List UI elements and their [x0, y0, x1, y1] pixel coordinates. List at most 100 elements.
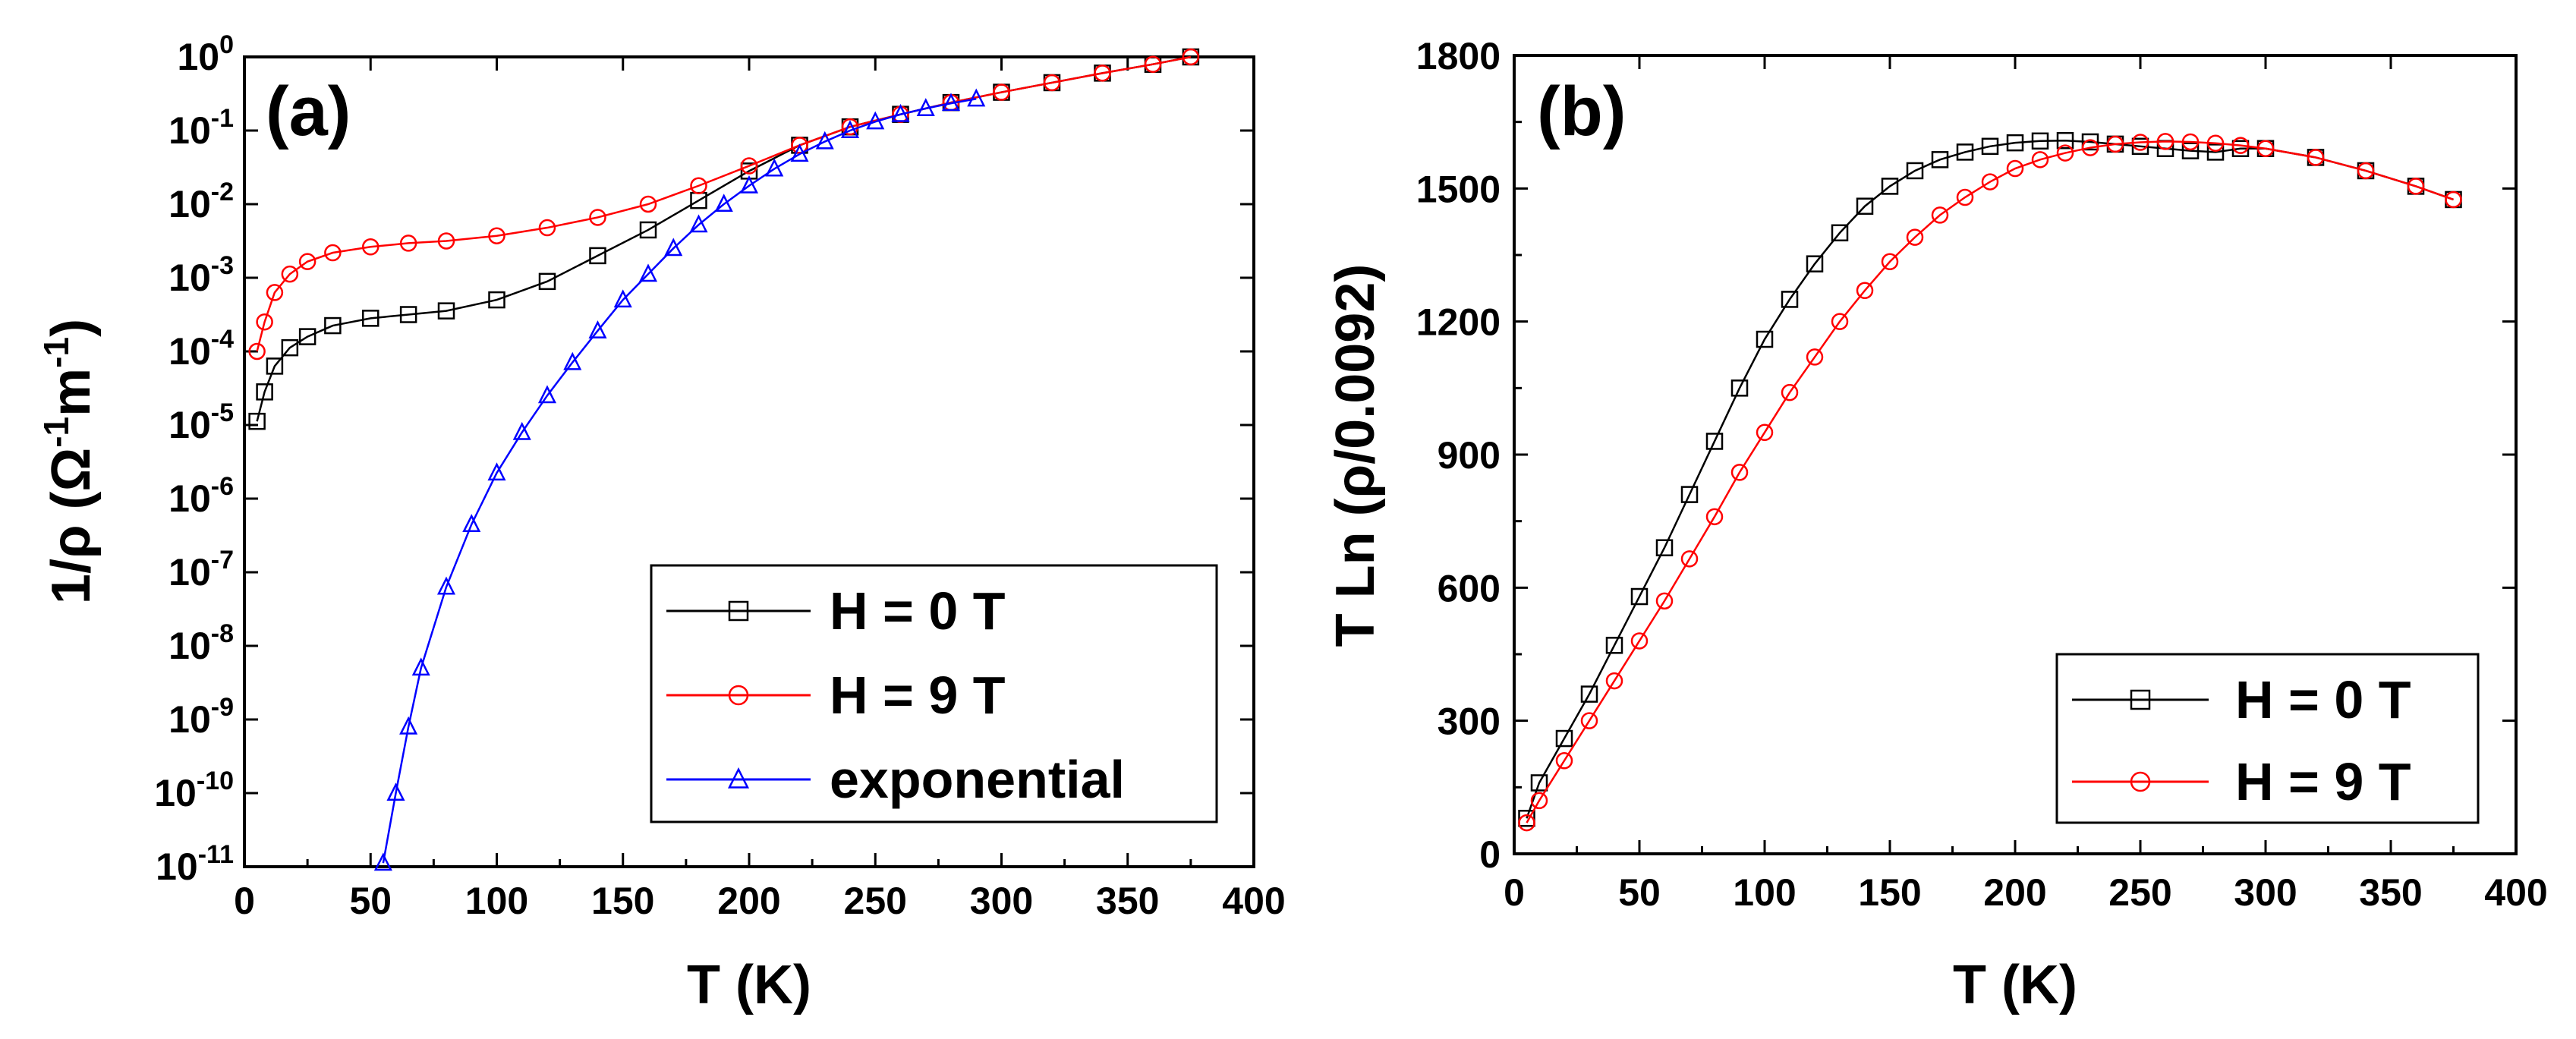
data-point-h-0-t — [298, 328, 316, 345]
data-point-h-9-t — [639, 195, 657, 213]
data-point-h-9-t — [2357, 162, 2375, 180]
data-point-exponential — [790, 143, 809, 162]
data-point-h-9-t — [256, 313, 273, 331]
data-point-h-9-t — [298, 253, 316, 270]
data-point-h-9-t — [2056, 144, 2074, 162]
data-point-h-9-t — [1518, 814, 1535, 832]
data-point-h-0-t — [1655, 539, 1674, 556]
data-point-exponential — [613, 289, 632, 308]
data-point-h-9-t — [589, 209, 606, 226]
y-tick-label-a: 10-5 — [168, 398, 234, 446]
series-group-a — [248, 48, 1200, 871]
y-axis-title-b: T Ln (ρ/0.0092) — [1325, 264, 1386, 647]
data-point-h-9-t — [1043, 74, 1061, 92]
data-point-h-9-t — [1530, 792, 1548, 810]
series-exponential-a — [373, 88, 986, 871]
data-point-h-0-t — [1756, 330, 1774, 348]
legend-b-box — [2055, 653, 2480, 824]
data-point-h-0-t — [248, 412, 266, 430]
data-point-h-0-t — [362, 310, 379, 327]
data-point-exponential — [941, 93, 961, 112]
data-point-h-9-t — [248, 342, 266, 361]
data-point-h-9-t — [1906, 228, 1924, 246]
data-point-exponential — [386, 782, 405, 801]
panel-label-b: (b) — [1537, 73, 1626, 150]
data-point-exponential — [537, 385, 557, 404]
data-point-h-0-t — [1555, 729, 1573, 748]
data-point-h-9-t — [1655, 592, 1674, 610]
y-tick-label-b: 900 — [1438, 434, 1501, 477]
y-axis-title-a-mid: m — [41, 368, 102, 417]
data-point-h-9-t — [1981, 173, 1999, 190]
data-point-h-9-t — [538, 219, 556, 237]
data-point-h-9-t — [488, 227, 505, 244]
data-point-h-0-t — [1630, 587, 1649, 606]
data-point-h-9-t — [1680, 550, 1699, 568]
y-axis-title-a-suffix: ) — [41, 319, 102, 337]
x-tick-label-a: 0 — [234, 880, 255, 922]
data-point-h-9-t — [2156, 133, 2174, 150]
data-point-h-0-t — [1518, 809, 1535, 827]
x-tick-label-a: 400 — [1222, 880, 1285, 922]
legend-a-entries: H = 0 T H = 9 T exponential — [666, 581, 1125, 809]
data-point-h-0-t — [1981, 137, 1999, 156]
x-tick-label-b: 50 — [1618, 871, 1661, 914]
series-h-9-t-a — [248, 48, 1200, 361]
data-point-h-9-t — [266, 284, 284, 301]
x-tick-label-a: 50 — [349, 880, 392, 922]
data-point-h-9-t — [1831, 313, 1849, 330]
x-tick-label-b: 250 — [2108, 871, 2171, 914]
y-tick-label-b: 1500 — [1416, 168, 1501, 210]
y-tick-label-a: 10-4 — [168, 325, 234, 373]
y-axis-title-a: 1/ρ (Ω-1m-1) — [36, 319, 102, 604]
data-point-h-9-t — [1555, 752, 1573, 770]
data-point-h-9-t — [437, 232, 455, 250]
data-point-h-0-t — [324, 316, 342, 335]
data-point-h-9-t — [1730, 464, 1749, 481]
data-point-h-0-t — [1580, 685, 1598, 703]
y-axis-title-a-sup1: -1 — [36, 417, 76, 448]
data-point-h-9-t — [2181, 133, 2200, 151]
data-point-h-9-t — [1580, 712, 1598, 729]
legend-entry-h-9-t-a: H = 9 T — [666, 666, 1005, 725]
data-point-exponential — [638, 263, 658, 282]
x-axis-title-a: T (K) — [687, 955, 811, 1015]
data-point-h-9-t — [2407, 178, 2425, 195]
data-point-exponential — [436, 576, 456, 595]
x-tick-label-a: 100 — [465, 880, 528, 922]
data-point-h-0-t — [1931, 151, 1949, 168]
legend-entry-h-9-t-b: H = 9 T — [2072, 752, 2411, 811]
x-tick-label-b: 0 — [1504, 871, 1525, 914]
legend-entry-exponential-a: exponential — [666, 750, 1125, 809]
data-point-exponential — [411, 657, 430, 676]
data-point-exponential — [916, 98, 935, 116]
y-tick-label-a: 10-10 — [154, 767, 234, 814]
data-point-h-0-t — [639, 221, 657, 239]
data-point-h-9-t — [690, 177, 707, 194]
data-point-h-0-t — [281, 338, 299, 357]
x-tick-label-b: 150 — [1858, 871, 1921, 914]
data-point-h-0-t — [2081, 133, 2099, 151]
y-tick-label-b: 300 — [1438, 701, 1501, 743]
data-point-h-9-t — [2231, 137, 2250, 154]
data-point-h-0-t — [589, 247, 606, 265]
data-point-h-0-t — [1680, 486, 1699, 503]
legend-marker-triangle — [727, 767, 750, 789]
data-point-h-9-t — [1781, 383, 1799, 401]
y-tick-label-a: 10-9 — [168, 693, 234, 741]
data-point-h-9-t — [2206, 134, 2225, 152]
x-axis-ticks-b: 0 50 100 150 200 250 300 350 400 — [1504, 55, 2548, 914]
y-axis-title-a-sup2: -1 — [36, 337, 76, 368]
data-point-h-0-t — [1530, 774, 1548, 792]
data-point-exponential — [714, 194, 733, 213]
legend-label-h-9-t-a: H = 9 T — [830, 666, 1005, 725]
data-point-h-0-t — [2131, 137, 2149, 156]
legend-marker-square — [2130, 689, 2151, 710]
legend-a: H = 0 T H = 9 T exponential — [650, 564, 1218, 823]
legend-entry-h-0-t-a: H = 0 T — [666, 581, 1005, 641]
data-point-exponential — [399, 716, 418, 735]
y-tick-label-a: 10-8 — [168, 619, 234, 667]
y-tick-label-a: 10-2 — [168, 178, 234, 225]
data-point-h-9-t — [1931, 206, 1949, 224]
